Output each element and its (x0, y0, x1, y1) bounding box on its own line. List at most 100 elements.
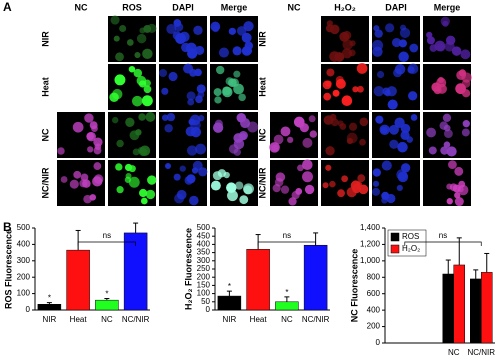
error-bar (46, 302, 52, 305)
cell (291, 191, 300, 200)
cell (444, 41, 455, 52)
row-label: NC (257, 128, 267, 141)
y-tick-label: 50 (201, 297, 210, 306)
cell (126, 39, 134, 46)
significance-mark: * (105, 290, 108, 299)
y-tick-label: 450 (197, 231, 211, 240)
y-tick-label: 300 (197, 256, 211, 265)
row-label: NC/NIR (257, 167, 267, 198)
cell (141, 95, 153, 107)
cell (110, 15, 120, 25)
cell (245, 47, 253, 55)
cell (116, 139, 124, 148)
cell (125, 172, 132, 179)
cell (309, 130, 318, 138)
row-label: Heat (257, 77, 267, 97)
cell (193, 25, 203, 35)
cell (381, 160, 392, 171)
cell (132, 148, 140, 156)
cell (111, 88, 123, 100)
cell (329, 24, 340, 35)
cell (407, 66, 415, 74)
cell (216, 65, 225, 75)
cell (359, 117, 369, 127)
y-tick-label: 250 (197, 264, 211, 273)
cell (89, 194, 97, 201)
cell (185, 42, 197, 54)
column-header: NC (75, 2, 88, 12)
cell (214, 96, 222, 104)
cell (372, 180, 380, 187)
cell (304, 184, 315, 195)
bar (275, 301, 299, 311)
cell (143, 25, 152, 33)
cell (269, 142, 280, 153)
cell (86, 131, 96, 142)
cell (195, 143, 207, 155)
column-header: NC (288, 2, 301, 12)
cell (332, 89, 340, 97)
y-tick-label: 600 (367, 289, 381, 298)
cell (128, 65, 136, 73)
cell (434, 40, 446, 52)
cell (397, 171, 409, 183)
y-tick-label: 200 (367, 322, 381, 331)
x-tick-label: NIR (222, 315, 236, 324)
cell (226, 182, 237, 193)
y-axis-label: NC Fluorescence (349, 249, 359, 323)
cell (186, 91, 196, 101)
cell (400, 130, 410, 140)
cell (399, 27, 411, 39)
cell (326, 68, 335, 77)
bar (95, 299, 119, 311)
cell (113, 35, 120, 42)
cell (57, 147, 65, 155)
bar (66, 249, 90, 311)
cell (446, 183, 453, 190)
cell (356, 63, 368, 74)
y-tick-label: 400 (197, 240, 211, 249)
cell (352, 86, 359, 93)
bracket-label: ns (439, 231, 447, 240)
y-tick-label: 1,400 (360, 223, 381, 232)
column-header: ROS (122, 2, 142, 12)
y-tick-label: 1,200 (360, 240, 381, 249)
cell (82, 179, 91, 188)
cell (184, 176, 194, 185)
cell (372, 187, 381, 196)
cell (426, 127, 437, 138)
bar (37, 304, 62, 311)
cell (408, 91, 418, 101)
cell (410, 114, 418, 121)
cell (446, 146, 457, 157)
cell (233, 70, 241, 78)
cell (308, 115, 316, 123)
cell (440, 146, 449, 155)
y-tick-label: 200 (197, 272, 211, 281)
cell (461, 89, 471, 98)
micrograph (372, 160, 420, 206)
cell (80, 173, 89, 182)
error-bar (133, 222, 139, 233)
cell (135, 129, 142, 136)
error-bar (226, 290, 232, 297)
bar (442, 273, 454, 344)
cell (389, 124, 399, 135)
bar (470, 278, 482, 344)
x-tick-label: NC/NIR (302, 315, 330, 324)
cell (391, 37, 402, 48)
cell (359, 138, 366, 146)
cell (357, 174, 366, 183)
y-tick-label: 200 (17, 272, 31, 281)
cell (174, 22, 184, 32)
cell (436, 77, 447, 88)
cell (116, 186, 124, 194)
cell (288, 197, 297, 206)
cell (134, 51, 141, 59)
cell (373, 25, 380, 32)
y-tick-label: 0 (376, 338, 381, 347)
cell (341, 175, 349, 183)
row-label: NC (40, 128, 50, 141)
cell (396, 184, 403, 192)
cell (93, 137, 103, 147)
